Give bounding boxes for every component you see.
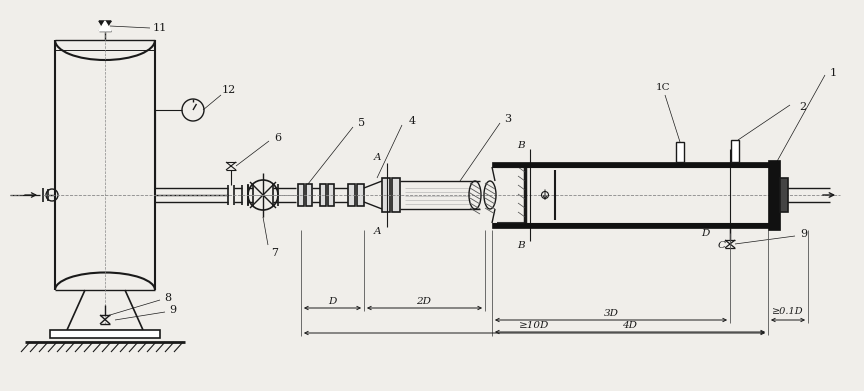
Bar — [392, 178, 400, 212]
Bar — [357, 184, 364, 206]
Text: B: B — [518, 140, 524, 149]
Text: 3D: 3D — [603, 308, 619, 317]
Bar — [780, 178, 788, 212]
Text: D: D — [701, 228, 709, 237]
Bar — [492, 162, 770, 167]
Bar — [298, 184, 304, 206]
Text: 4D: 4D — [622, 321, 638, 330]
Text: 5: 5 — [359, 118, 365, 128]
Bar — [382, 178, 390, 212]
Text: A: A — [374, 228, 382, 237]
Text: 6: 6 — [275, 133, 282, 143]
Text: 8: 8 — [164, 293, 172, 303]
Text: 12: 12 — [222, 85, 236, 95]
Bar — [306, 184, 312, 206]
Text: ≥0.1D: ≥0.1D — [772, 307, 804, 316]
Text: 9: 9 — [800, 229, 808, 239]
Bar — [492, 223, 770, 228]
Bar — [320, 184, 326, 206]
Text: C: C — [718, 240, 726, 249]
Text: 2D: 2D — [416, 296, 431, 305]
Bar — [731, 140, 739, 162]
Text: B: B — [518, 240, 524, 249]
Text: 7: 7 — [271, 248, 278, 258]
Polygon shape — [99, 21, 111, 31]
Bar — [348, 184, 355, 206]
Text: 1: 1 — [829, 68, 836, 78]
Bar — [768, 160, 780, 230]
Text: D: D — [327, 296, 336, 305]
Text: 2: 2 — [799, 102, 807, 112]
Text: 3: 3 — [505, 114, 511, 124]
Text: 4: 4 — [409, 116, 416, 126]
Text: 9: 9 — [169, 305, 176, 315]
Text: A: A — [374, 154, 382, 163]
Text: 1C: 1C — [656, 83, 670, 91]
Bar — [676, 142, 684, 162]
Text: 11: 11 — [153, 23, 167, 33]
Polygon shape — [99, 21, 111, 31]
Bar — [50, 330, 160, 338]
Text: ≥10D: ≥10D — [518, 321, 550, 330]
Bar — [328, 184, 334, 206]
